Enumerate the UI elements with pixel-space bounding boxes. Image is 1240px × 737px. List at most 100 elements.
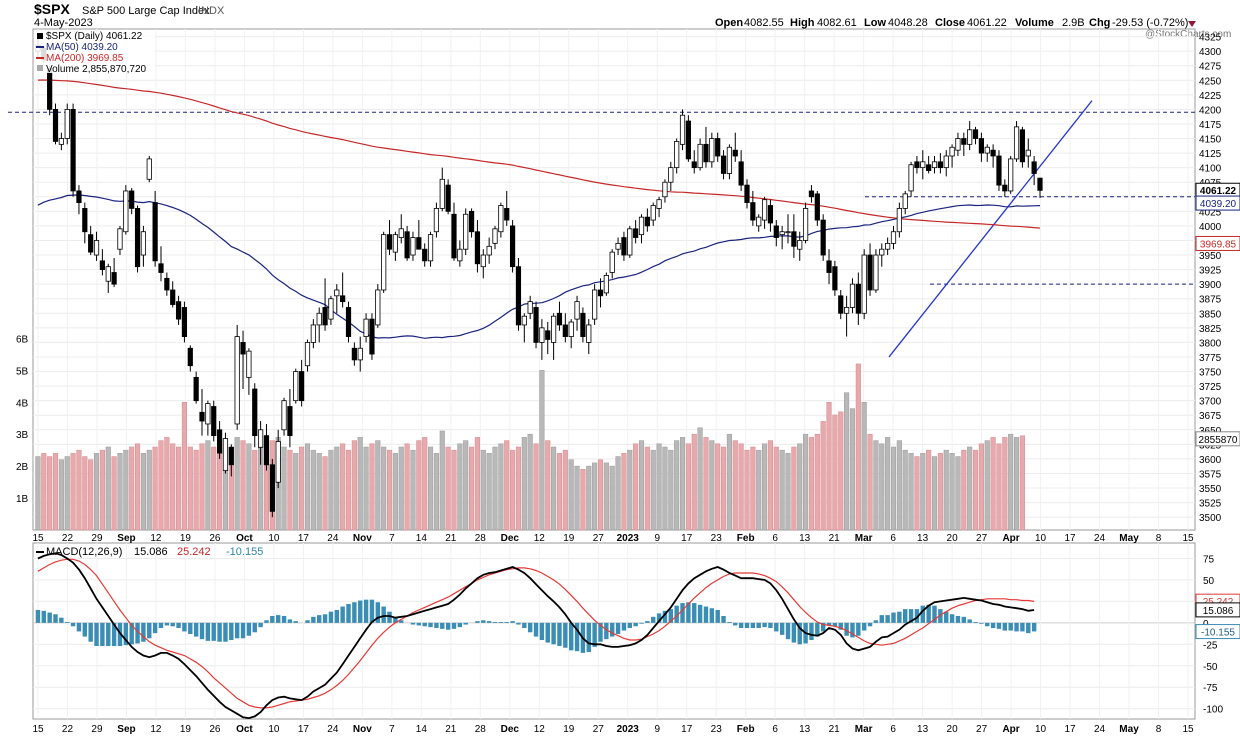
- chg-value: -29.53 (-0.72%): [1112, 17, 1188, 29]
- volume-bar: [111, 456, 117, 531]
- date-tick-label: 26: [209, 724, 221, 735]
- macd-histogram-bar: [692, 603, 697, 623]
- date-tick-label: 9: [654, 724, 660, 735]
- date-tick-label: 13: [799, 724, 811, 735]
- candle-body: [761, 199, 768, 221]
- macd-histogram-bar: [275, 615, 281, 623]
- candle-body: [187, 347, 193, 367]
- macd-histogram-bar: [410, 622, 416, 625]
- macd-histogram-bar: [486, 621, 492, 623]
- volume-bar: [744, 449, 750, 531]
- candle-body: [551, 315, 557, 343]
- candle-body: [738, 161, 744, 186]
- volume-bar: [474, 437, 480, 531]
- macd-histogram-bar: [568, 622, 574, 651]
- candle-body: [586, 324, 592, 343]
- candle-body: [638, 216, 645, 236]
- candle-body: [867, 254, 873, 291]
- macd-legend-hist: -10.155: [226, 546, 263, 558]
- date-tick-label: 23: [711, 533, 723, 544]
- date-tick-label: 13: [917, 533, 929, 544]
- candle-body: [146, 158, 152, 180]
- low-value: 4048.28: [888, 17, 928, 29]
- volume-bar: [762, 443, 768, 531]
- macd-histogram-bar: [381, 606, 386, 623]
- candle-body: [58, 138, 64, 145]
- date-tick-label: 9: [654, 533, 660, 544]
- macd-histogram-bar: [217, 622, 222, 642]
- volume-bar: [492, 446, 498, 531]
- date-axes: 15 15 22 22 29 29 Sep Sep 12 12 19 19 26 26 Oct Oct 10 10…: [32, 533, 1194, 735]
- macd-histogram-bar: [170, 622, 175, 627]
- volume-bar: [615, 456, 621, 531]
- candle-body: [926, 164, 932, 171]
- ma200-tag: 3969.85: [1200, 239, 1237, 250]
- candle-body: [990, 149, 996, 157]
- macd-histogram-bar: [305, 620, 310, 623]
- macd-histogram-bar: [152, 622, 158, 634]
- candle-body: [521, 315, 527, 326]
- candle-body: [744, 184, 750, 204]
- macd-histogram-bar: [317, 615, 322, 623]
- macd-histogram-bar: [762, 622, 767, 628]
- candle-body: [615, 242, 621, 250]
- volume-legend-swatch: [37, 65, 43, 71]
- macd-histogram-bar: [674, 605, 679, 623]
- volume-bar: [638, 440, 645, 531]
- volume-bar: [914, 456, 920, 531]
- volume-bar: [293, 453, 299, 531]
- macd-histogram-bar: [815, 622, 820, 637]
- date-tick-label: 10: [1035, 533, 1047, 544]
- candle-body: [756, 216, 762, 227]
- volume-bar: [738, 443, 744, 531]
- macd-histogram-bar: [59, 617, 64, 623]
- macd-histogram-bar: [639, 622, 644, 624]
- volume-bar: [451, 449, 457, 531]
- candle-body: [674, 141, 680, 169]
- volume-bar: [375, 440, 381, 531]
- candle-body: [205, 403, 211, 425]
- ma200-legend-text: MA(200) 3969.85: [46, 53, 124, 64]
- date-tick-label: 6: [890, 724, 896, 735]
- volume-bar: [674, 440, 680, 531]
- volume-bar: [404, 443, 410, 531]
- macd-histogram-bar: [949, 614, 955, 623]
- candle-body: [410, 237, 416, 256]
- candle-body: [562, 324, 568, 337]
- date-tick-label: 17: [1064, 533, 1076, 544]
- index-name: S&P 500 Large Cap Index: [82, 5, 210, 17]
- ma200-tag-box: [1195, 235, 1240, 251]
- volume-bar: [146, 449, 152, 531]
- candle-body: [773, 225, 779, 238]
- volume-bar: [767, 440, 773, 531]
- candle-body: [123, 190, 129, 233]
- candle-body: [931, 161, 938, 169]
- date-tick-label: 14: [416, 724, 428, 735]
- volume-tag-box: [1195, 431, 1240, 447]
- macd-histogram-bar: [651, 616, 656, 623]
- candle-body: [427, 234, 434, 262]
- volume-bar: [885, 437, 891, 531]
- date-tick-label: 24: [327, 724, 339, 735]
- ma50-tag-box: [1195, 195, 1240, 211]
- macd-histogram-bar: [205, 622, 211, 641]
- volume-tick-label: 1B: [16, 494, 29, 505]
- date-tick-label: 12: [534, 724, 546, 735]
- macd-legend-name: MACD(12,26,9): [46, 546, 122, 558]
- volume-bar: [949, 453, 955, 531]
- macd-histogram-bar: [135, 622, 140, 644]
- volume-bar: [170, 443, 176, 531]
- date-tick-label: 24: [1094, 533, 1106, 544]
- candle-body: [357, 347, 363, 361]
- candle-body: [158, 263, 164, 273]
- candle-body: [908, 164, 914, 192]
- candle-body: [920, 161, 926, 169]
- hist-tag: -10.155: [1201, 628, 1235, 639]
- volume-bar: [1008, 433, 1014, 531]
- candle-body: [849, 283, 856, 308]
- candle-body: [1031, 161, 1037, 174]
- candle-body: [937, 161, 943, 169]
- volume-bar: [515, 446, 522, 531]
- candle-body: [814, 193, 820, 221]
- candle-body: [984, 146, 990, 154]
